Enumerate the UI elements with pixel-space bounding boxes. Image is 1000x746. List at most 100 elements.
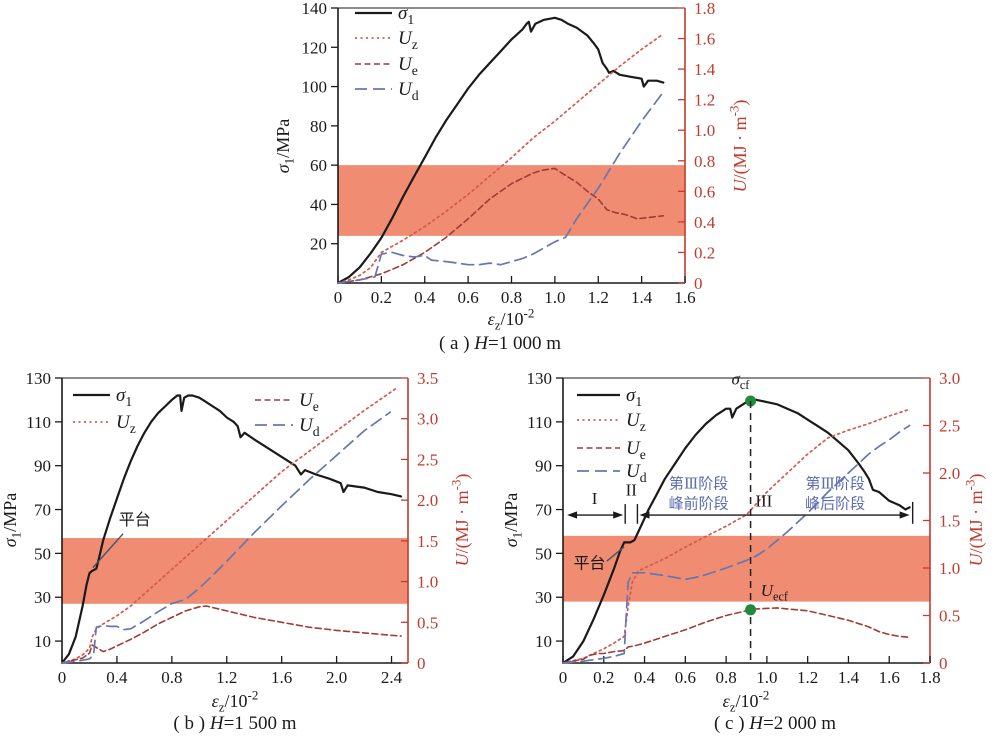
legend-item-Ud: Ud bbox=[255, 415, 320, 439]
r-tick-label: 2.5 bbox=[939, 417, 960, 436]
series-s1 bbox=[561, 398, 911, 665]
r-tick-label: 0 bbox=[417, 654, 426, 673]
x-tick-label: 1.2 bbox=[797, 668, 818, 687]
legend-item-Ud: Ud bbox=[355, 79, 419, 103]
x-axis-title: εz/10-2 bbox=[212, 687, 259, 714]
plateau-leader bbox=[606, 546, 625, 562]
y-axis-title: σ1/MPa bbox=[505, 493, 525, 547]
r-axis-title: U/(MJ · m-3) bbox=[962, 474, 987, 567]
r-tick-label: 0.5 bbox=[939, 607, 960, 626]
x-tick-label: 1.6 bbox=[879, 668, 900, 687]
caption-segment: =2 000 m bbox=[763, 713, 837, 734]
series-Ud bbox=[337, 91, 665, 284]
y-tick-label: 80 bbox=[310, 117, 327, 136]
x-tick-label: 0 bbox=[58, 668, 67, 687]
legend-label-Ud: Ud bbox=[299, 415, 320, 439]
series-Uz bbox=[562, 408, 911, 664]
x-tick-label: 0 bbox=[559, 668, 568, 687]
x-tick-label: 1.0 bbox=[756, 668, 777, 687]
x-axis: 0 0.2 0.4 0.6 0.8 1.0 1.2 1.4 1.6 1.8 bbox=[559, 656, 941, 687]
r-tick-label: 0 bbox=[939, 654, 948, 673]
r-tick-label: 0.2 bbox=[694, 243, 715, 262]
y-axis-left: 10 30 50 70 90 110 130 bbox=[26, 369, 62, 651]
legend-item-Uz: Uz bbox=[73, 412, 136, 436]
x-axis: 0 0.2 0.4 0.6 0.8 1.0 1.2 1.4 1.6 bbox=[334, 276, 696, 307]
caption-segment: H bbox=[749, 713, 764, 734]
r-tick-label: 3.0 bbox=[417, 410, 438, 429]
y-tick-label: 10 bbox=[535, 632, 552, 651]
stage-I-arrow bbox=[567, 511, 624, 519]
legend-label-s1: σ1 bbox=[116, 385, 132, 409]
r-tick-label: 0.6 bbox=[694, 182, 715, 201]
y-axis-right: 0 0.2 0.4 0.6 0.8 1.0 1.2 1.4 1.6 1.8 bbox=[678, 0, 716, 293]
x-tick-label: 0.8 bbox=[501, 288, 522, 307]
r-tick-label: 3.5 bbox=[417, 369, 438, 388]
x-tick-label: 0.8 bbox=[161, 668, 182, 687]
x-tick-label: 1.4 bbox=[631, 288, 653, 307]
x-tick-label: 1.6 bbox=[674, 288, 695, 307]
legend-item-Ue: Ue bbox=[255, 390, 319, 414]
y-tick-label: 30 bbox=[34, 588, 51, 607]
r-axis-title: U/(MJ · m-3) bbox=[726, 100, 751, 193]
y-tick-label: 110 bbox=[527, 413, 552, 432]
plot-frame bbox=[61, 377, 409, 664]
y-tick-label: 100 bbox=[302, 78, 328, 97]
rockburst-energy-band bbox=[338, 165, 685, 236]
caption-segment: =1 000 m bbox=[488, 333, 562, 354]
r-tick-label: 1.0 bbox=[939, 559, 960, 578]
x-tick-label: 1.0 bbox=[544, 288, 565, 307]
y-axis-left: 10 30 50 70 90 110 130 bbox=[527, 369, 563, 651]
y-tick-label: 50 bbox=[34, 544, 51, 563]
x-axis-title: εz/10-2 bbox=[723, 687, 770, 714]
series-Ue bbox=[562, 607, 911, 664]
stage-I-label: I bbox=[592, 489, 598, 508]
x-tick-label: 0.8 bbox=[715, 668, 736, 687]
x-tick-label: 1.8 bbox=[919, 668, 940, 687]
rockburst-energy-band bbox=[62, 538, 408, 604]
r-tick-label: 2.5 bbox=[417, 450, 438, 469]
chart-svg-b: 0 0.4 0.8 1.2 1.6 2.0 2.4 10 30 50 70 90 110 130 0 0.5 1… bbox=[0, 369, 473, 715]
y-axis-right: 0 0.5 1.0 1.5 2.0 2.5 3.0 3.5 bbox=[401, 369, 438, 673]
y-tick-label: 90 bbox=[34, 457, 51, 476]
x-tick-label: 1.2 bbox=[216, 668, 237, 687]
r-tick-label: 0.5 bbox=[417, 613, 438, 632]
r-tick-label: 1.6 bbox=[694, 30, 715, 49]
r-tick-label: 0.4 bbox=[694, 213, 716, 232]
legend-label-Uz: Uz bbox=[626, 410, 646, 434]
r-tick-label: 1.4 bbox=[694, 60, 716, 79]
y-tick-label: 60 bbox=[310, 156, 327, 175]
legend-label-Uz: Uz bbox=[398, 28, 418, 52]
caption-segment: H bbox=[474, 333, 489, 354]
y-tick-label: 90 bbox=[535, 457, 552, 476]
postpeak-label-line1: 第Ⅲ阶段 bbox=[805, 475, 864, 493]
y-tick-label: 30 bbox=[535, 588, 552, 607]
sigma-cf-label: σcf bbox=[731, 370, 750, 392]
caption-segment: ( a ) bbox=[438, 333, 475, 354]
series-Ue bbox=[61, 605, 402, 664]
series-s1 bbox=[60, 394, 403, 665]
r-tick-label: 0 bbox=[694, 274, 703, 293]
legend-label-Ue: Ue bbox=[626, 438, 646, 462]
x-axis: 0 0.4 0.8 1.2 1.6 2.0 2.4 bbox=[58, 656, 403, 687]
y-tick-label: 130 bbox=[527, 369, 553, 388]
legend-item-Uz: Uz bbox=[577, 410, 646, 434]
r-tick-label: 2.0 bbox=[939, 464, 960, 483]
legend-item-Ue: Ue bbox=[577, 438, 646, 462]
r-tick-label: 1.5 bbox=[417, 532, 438, 551]
series-Ue bbox=[337, 167, 665, 284]
legend-label-Ue: Ue bbox=[299, 390, 319, 414]
x-tick-label: 0.6 bbox=[675, 668, 696, 687]
series-Ud bbox=[562, 424, 911, 664]
prepeak-label-line2: 峰前阶段 bbox=[669, 495, 729, 512]
stage-III-label: III bbox=[755, 491, 772, 510]
r-tick-label: 1.2 bbox=[694, 91, 715, 110]
plot-frame bbox=[337, 7, 686, 284]
x-axis-title: εz/10-2 bbox=[488, 305, 535, 332]
series-Ud bbox=[61, 411, 392, 664]
y-tick-label: 120 bbox=[302, 38, 328, 57]
y-tick-label: 140 bbox=[302, 0, 328, 18]
legend-label-Ud: Ud bbox=[398, 79, 419, 103]
caption-segment: =1 500 m bbox=[223, 713, 297, 734]
